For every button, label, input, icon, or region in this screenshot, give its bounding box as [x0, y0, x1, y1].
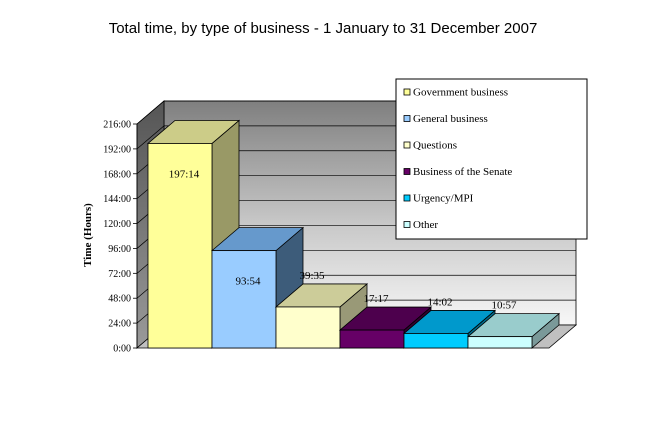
- chart-title: Total time, by type of business - 1 Janu…: [109, 20, 538, 37]
- data-label: 197:14: [169, 168, 200, 180]
- y-tick-label: 96:00: [108, 244, 131, 255]
- data-label: 93:54: [235, 276, 261, 288]
- legend-label: General business: [413, 113, 488, 125]
- bar-front-face: [147, 143, 213, 349]
- data-label: 39:35: [299, 270, 325, 282]
- y-tick-label: 120:00: [103, 219, 131, 230]
- bar: [210, 226, 305, 349]
- y-tick-label: 0:00: [113, 344, 131, 355]
- legend-box: [395, 78, 588, 240]
- legend-label: Urgency/MPI: [413, 193, 474, 205]
- bar: [466, 312, 561, 349]
- bar-front-face: [339, 329, 405, 349]
- bar-front-face: [275, 306, 341, 349]
- y-tick-label: 168:00: [103, 169, 131, 180]
- bar-front-face: [467, 336, 533, 349]
- y-tick-label: 72:00: [108, 269, 131, 280]
- y-axis-label: Time (Hours): [82, 203, 94, 267]
- y-tick-label: 192:00: [103, 144, 131, 155]
- y-tick-label: 216:00: [103, 120, 131, 131]
- legend-label: Other: [413, 219, 438, 231]
- bar-front-face: [211, 250, 277, 349]
- legend-swatch: [403, 221, 411, 228]
- legend-label: Business of the Senate: [413, 166, 512, 178]
- legend-swatch: [403, 194, 411, 202]
- legend-swatch: [403, 168, 411, 175]
- data-label: 10:57: [491, 300, 517, 312]
- data-label: 17:17: [363, 293, 389, 305]
- bar: [274, 283, 369, 349]
- legend: Government business General business Quest…: [395, 78, 588, 240]
- legend-label: Government business: [413, 87, 508, 99]
- legend-label: Questions: [413, 140, 457, 152]
- y-tick-label: 24:00: [108, 319, 131, 330]
- bar-front-face: [403, 333, 469, 349]
- legend-swatch: [403, 141, 411, 149]
- legend-swatch: [403, 115, 411, 122]
- y-tick-label: 48:00: [108, 294, 131, 305]
- data-label: 14:02: [427, 296, 452, 308]
- legend-swatch: [403, 88, 411, 96]
- y-tick-label: 144:00: [103, 194, 131, 205]
